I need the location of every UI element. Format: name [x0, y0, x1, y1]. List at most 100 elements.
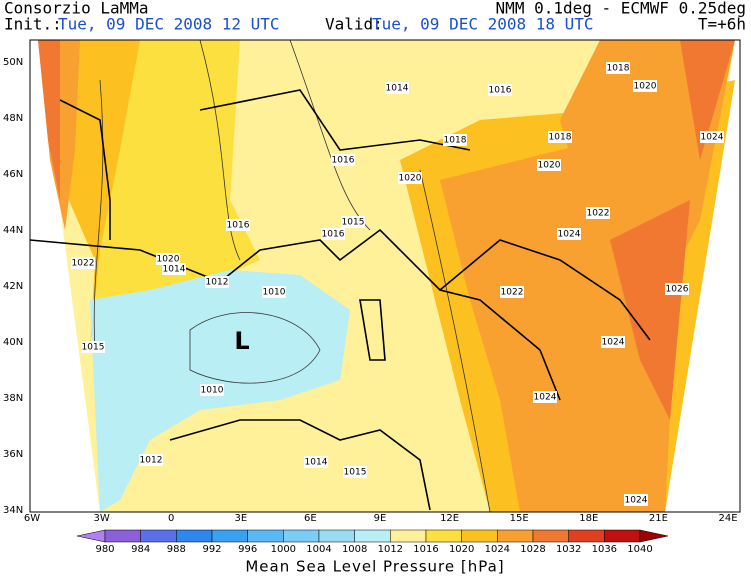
- colorbar-cell: [604, 529, 641, 543]
- contour-label: 1020: [634, 82, 657, 92]
- contour-label: 1014: [163, 265, 186, 275]
- lon-label: 12E: [440, 513, 459, 524]
- contour-label-bg: [633, 80, 657, 92]
- colorbar-label: 1028: [520, 544, 545, 555]
- contour-label-bg: [139, 454, 163, 466]
- contour-label-bg: [162, 263, 186, 275]
- valid-time: Tue, 09 DEC 2008 18 UTC: [372, 15, 594, 34]
- colorbar-over: [639, 529, 669, 543]
- colorbar-label: 1012: [378, 544, 403, 555]
- contour-label: 1015: [82, 343, 105, 353]
- contour-label-bg: [700, 131, 724, 143]
- contour-label: 1018: [607, 64, 630, 74]
- contour-label-bg: [443, 134, 467, 146]
- colorbar-label: 988: [167, 544, 186, 555]
- colorbar-cell: [176, 529, 213, 543]
- contour-label-bg: [304, 456, 328, 468]
- colorbar-label: 1024: [485, 544, 510, 555]
- contour-label: 1010: [201, 386, 224, 396]
- contour-label-bg: [601, 336, 625, 348]
- low-marker: L: [234, 327, 249, 355]
- lat-label: 36N: [3, 449, 23, 460]
- colorbar-cell: [283, 529, 320, 543]
- lon-label: 6W: [24, 513, 40, 524]
- contour-label-bg: [385, 82, 409, 94]
- contour-label: 1024: [534, 393, 557, 403]
- colorbar-title: Mean Sea Level Pressure [hPa]: [245, 558, 504, 576]
- contour-label-bg: [606, 62, 630, 74]
- colorbar-label: 1040: [627, 544, 652, 555]
- contour-label-bg: [81, 341, 105, 353]
- contour-label: 1024: [625, 496, 648, 506]
- lat-label: 40N: [3, 337, 23, 348]
- contour-label: 1020: [157, 255, 180, 265]
- lon-label: 15E: [510, 513, 529, 524]
- lat-label: 34N: [3, 505, 23, 516]
- lon-label: 24E: [718, 513, 737, 524]
- colorbar-cell: [140, 529, 177, 543]
- contour-label-bg: [537, 159, 561, 171]
- contour-label: 1020: [399, 174, 422, 184]
- contour-label-bg: [548, 131, 572, 143]
- contour-label-bg: [533, 391, 557, 403]
- lead-time: T=+6h: [698, 15, 746, 34]
- colorbar-cell: [461, 529, 498, 543]
- contour-label: 1018: [549, 133, 572, 143]
- lon-label: 9E: [374, 513, 387, 524]
- colorbar-label: 996: [238, 544, 257, 555]
- contour-label: 1012: [140, 456, 163, 466]
- colorbar-label: 1016: [413, 544, 438, 555]
- colorbar-label: 1032: [556, 544, 581, 555]
- contour-label-bg: [624, 494, 648, 506]
- lat-label: 44N: [3, 225, 23, 236]
- lat-label: 50N: [3, 57, 23, 68]
- contour-label-bg: [488, 84, 512, 96]
- contour-label-bg: [200, 384, 224, 396]
- contour-label: 1012: [206, 278, 229, 288]
- lon-label: 0: [168, 513, 174, 524]
- colorbar-label: 984: [131, 544, 150, 555]
- lat-label: 46N: [3, 169, 23, 180]
- colorbar-cell: [247, 529, 284, 543]
- contour-label: 1016: [227, 221, 250, 231]
- contour-label: 1024: [558, 230, 581, 240]
- colorbar-cell: [211, 529, 248, 543]
- colorbar-label: 1036: [592, 544, 617, 555]
- contour-label: 1016: [332, 156, 355, 166]
- colorbar-cell: [104, 529, 141, 543]
- lat-label: 48N: [3, 113, 23, 124]
- contour-label: 1022: [587, 209, 610, 219]
- contour-label: 1014: [386, 84, 409, 94]
- colorbar-under: [76, 529, 106, 543]
- lon-label: 3E: [234, 513, 247, 524]
- colorbar-cell: [497, 529, 534, 543]
- map-field: [29, 39, 741, 513]
- colorbar-cell: [390, 529, 427, 543]
- colorbar-cell: [354, 529, 391, 543]
- colorbar-cell: [568, 529, 605, 543]
- contour-label: 1022: [72, 259, 95, 269]
- colorbar-cell: [532, 529, 569, 543]
- contour-label: 1024: [701, 133, 724, 143]
- org: Consorzio LaMMa: [4, 0, 149, 18]
- contour-label: 1016: [489, 86, 512, 96]
- contour-label-bg: [557, 228, 581, 240]
- contour-label-bg: [398, 172, 422, 184]
- contour-label: 1020: [538, 161, 561, 171]
- contour-label-bg: [586, 207, 610, 219]
- contour-label: 1026: [666, 285, 689, 295]
- init-label: Init.:: [4, 15, 62, 34]
- contour-label-bg: [341, 216, 365, 228]
- contour-label: 1018: [444, 136, 467, 146]
- contour-label: 1024: [602, 338, 625, 348]
- colorbar-label: 992: [202, 544, 221, 555]
- contour-label: 1015: [344, 468, 367, 478]
- contour-label: 1022: [501, 288, 524, 298]
- contour-label-bg: [665, 283, 689, 295]
- contour-label: 1015: [342, 218, 365, 228]
- colorbar-cell: [425, 529, 462, 543]
- lat-label: 38N: [3, 393, 23, 404]
- contour-label-bg: [156, 253, 180, 265]
- lon-label: 18E: [579, 513, 598, 524]
